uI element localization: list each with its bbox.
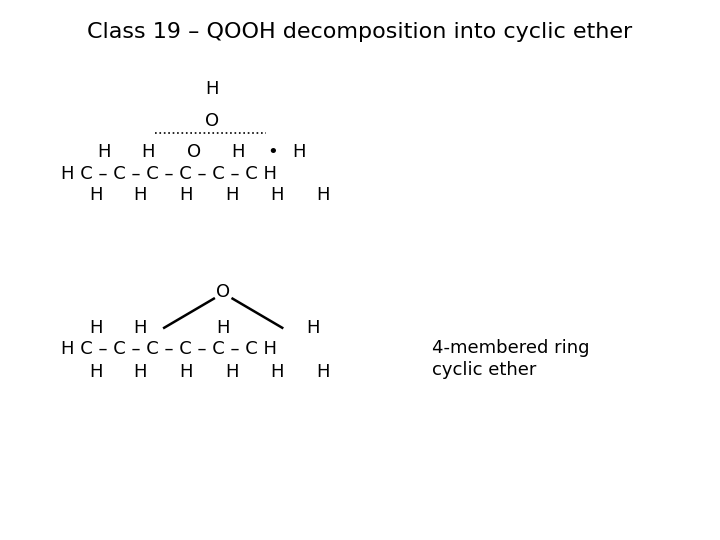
Text: H: H: [206, 80, 219, 98]
Text: H: H: [231, 143, 244, 161]
Text: H: H: [225, 186, 238, 205]
Text: H: H: [98, 143, 111, 161]
Text: H C – C – C – C – C – C H: H C – C – C – C – C – C H: [61, 340, 277, 359]
Text: H: H: [225, 362, 238, 381]
Text: H: H: [316, 362, 329, 381]
Text: O: O: [216, 282, 230, 301]
Text: O: O: [187, 143, 202, 161]
Text: 4-membered ring: 4-membered ring: [432, 339, 590, 357]
Text: H: H: [292, 143, 305, 161]
Text: •: •: [267, 143, 277, 161]
Text: H: H: [271, 186, 284, 205]
Text: H: H: [89, 362, 102, 381]
Text: cyclic ether: cyclic ether: [432, 361, 536, 379]
Text: H: H: [134, 186, 147, 205]
Text: H: H: [307, 319, 320, 337]
Text: H: H: [134, 362, 147, 381]
Text: H: H: [89, 186, 102, 205]
Text: H: H: [179, 186, 192, 205]
Text: H: H: [89, 319, 102, 337]
Text: Class 19 – QOOH decomposition into cyclic ether: Class 19 – QOOH decomposition into cycli…: [87, 22, 633, 43]
Text: H: H: [179, 362, 192, 381]
Text: H: H: [134, 319, 147, 337]
Text: H: H: [217, 319, 230, 337]
Text: O: O: [205, 112, 220, 131]
Text: H: H: [316, 186, 329, 205]
Text: H: H: [141, 143, 154, 161]
Text: H C – C – C – C – C – C H: H C – C – C – C – C – C H: [61, 165, 277, 183]
Text: H: H: [271, 362, 284, 381]
